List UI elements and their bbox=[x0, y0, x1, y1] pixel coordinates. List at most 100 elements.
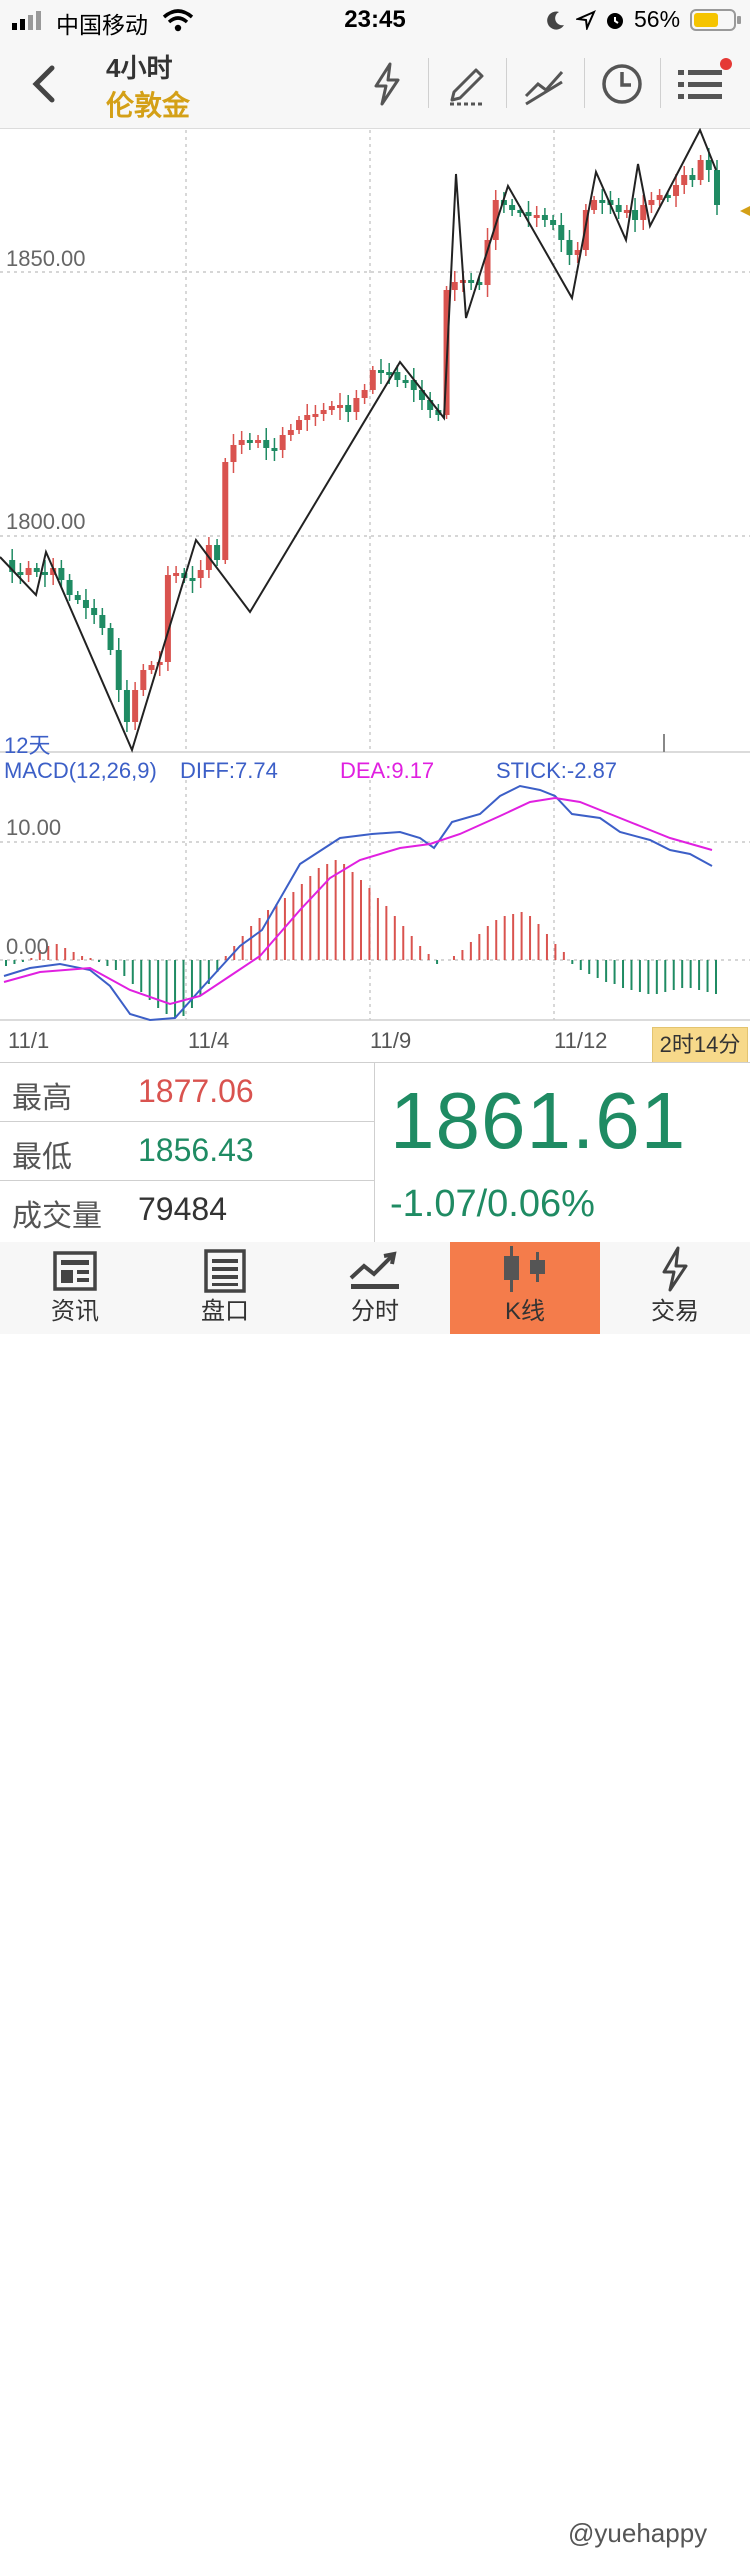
high-label: 最高 bbox=[12, 1082, 72, 1115]
current-price-marker bbox=[740, 206, 750, 216]
watermark: @yuehappy bbox=[568, 2518, 708, 2548]
macd-level-label: 0.00 bbox=[6, 934, 49, 959]
candle-body bbox=[337, 405, 344, 408]
candle-body bbox=[156, 662, 163, 665]
tab-label: K线 bbox=[504, 1298, 545, 1325]
moon-icon bbox=[547, 11, 564, 30]
candle-body bbox=[9, 560, 16, 572]
volume-label: 成交量 bbox=[12, 1200, 102, 1233]
candle-body bbox=[58, 568, 65, 580]
price-change: -1.07/0.06% bbox=[390, 1183, 595, 1225]
menu-icon[interactable] bbox=[674, 58, 734, 108]
date-label: 11/9 bbox=[370, 1028, 412, 1053]
quote-stats: 最高 1877.06 最低 1856.43 成交量 79484 bbox=[0, 1063, 375, 1243]
candle-body bbox=[66, 580, 73, 595]
back-icon[interactable] bbox=[28, 64, 58, 104]
tab-label: 盘口 bbox=[201, 1298, 249, 1325]
dea-line bbox=[3, 796, 713, 1006]
date-label: 11/4 bbox=[188, 1028, 230, 1053]
tab-timeshare[interactable]: 分时 bbox=[300, 1242, 450, 1334]
zigzag-line bbox=[0, 128, 717, 753]
tab-kline[interactable]: K线 bbox=[450, 1242, 600, 1334]
battery-icon bbox=[690, 9, 741, 31]
candle-body bbox=[377, 370, 384, 373]
candle-body bbox=[214, 545, 221, 560]
candle-body bbox=[50, 568, 57, 575]
candle-body bbox=[107, 628, 114, 650]
candle-body bbox=[25, 568, 32, 575]
candle-body bbox=[148, 665, 155, 670]
candle-body bbox=[230, 445, 237, 462]
candle-body bbox=[132, 690, 139, 722]
candle-body bbox=[287, 430, 294, 435]
candle-body bbox=[33, 568, 40, 572]
candle-body bbox=[541, 215, 548, 220]
tab-orderbook[interactable]: 盘口 bbox=[150, 1242, 300, 1334]
trade-icon bbox=[662, 1246, 688, 1292]
kline-chart[interactable] bbox=[0, 128, 750, 1062]
candle-body bbox=[74, 595, 81, 600]
candle-body bbox=[345, 405, 352, 412]
candle-body bbox=[697, 160, 704, 180]
candle-body bbox=[140, 670, 147, 690]
tab-news[interactable]: 资讯 bbox=[0, 1242, 150, 1334]
candle-body bbox=[189, 578, 196, 581]
candle-body bbox=[705, 160, 712, 170]
macd-diff: DIFF:7.74 bbox=[180, 758, 278, 783]
carrier-name: 中国移动 bbox=[56, 12, 148, 38]
alarm-icon bbox=[607, 13, 623, 29]
candle-body bbox=[263, 440, 270, 448]
candle-body bbox=[418, 390, 425, 400]
candle-body bbox=[550, 220, 557, 225]
candle-body bbox=[648, 200, 655, 205]
candle-body bbox=[99, 615, 106, 628]
flash-icon[interactable] bbox=[370, 62, 404, 106]
low-value: 1856.43 bbox=[138, 1132, 254, 1168]
candle-body bbox=[91, 608, 98, 615]
trend-tool-icon[interactable] bbox=[522, 62, 566, 106]
candle-body bbox=[656, 195, 663, 200]
draw-icon[interactable] bbox=[446, 62, 488, 106]
header-separator bbox=[506, 58, 507, 108]
tab-label: 资讯 bbox=[51, 1298, 99, 1325]
signal-icon bbox=[12, 11, 41, 30]
candle-body bbox=[296, 420, 303, 430]
timeshare-icon bbox=[349, 1251, 399, 1289]
tab-label: 分时 bbox=[351, 1298, 399, 1325]
candle-body bbox=[386, 372, 393, 375]
bottom-tab-bar: 资讯 盘口 分时 K线 交易 @yuehappy bbox=[0, 1242, 750, 2548]
candle-body bbox=[574, 250, 581, 255]
candle-body bbox=[689, 175, 696, 180]
candle-body bbox=[435, 410, 442, 415]
battery-percent: 56% bbox=[634, 6, 681, 32]
orderbook-icon bbox=[204, 1249, 246, 1293]
last-price: 1861.61 bbox=[390, 1076, 687, 1165]
candle-body bbox=[246, 440, 253, 443]
status-bar: 中国移动 23:45 56% bbox=[0, 0, 750, 40]
candle-body bbox=[664, 195, 671, 198]
candle-body bbox=[476, 282, 483, 285]
candle-body bbox=[566, 240, 573, 255]
candle-body bbox=[681, 175, 688, 185]
clock-time: 23:45 bbox=[344, 6, 406, 33]
candle-body bbox=[500, 200, 507, 205]
stat-row-low: 最低 1856.43 bbox=[0, 1122, 374, 1181]
candle-body bbox=[525, 212, 532, 216]
period-label[interactable]: 4小时 bbox=[106, 53, 173, 83]
header-separator bbox=[584, 58, 585, 108]
range-label: 12天 bbox=[4, 733, 51, 758]
countdown-badge: 2时14分 bbox=[652, 1027, 748, 1063]
high-value: 1877.06 bbox=[138, 1073, 254, 1109]
candle-body bbox=[623, 210, 630, 213]
price-level-label: 1850.00 bbox=[6, 246, 86, 271]
candle-body bbox=[304, 415, 311, 420]
candle-body bbox=[255, 440, 262, 443]
candle-body bbox=[402, 380, 409, 383]
candle-body bbox=[82, 600, 89, 608]
tab-trade[interactable]: 交易 bbox=[600, 1242, 750, 1334]
candle-body bbox=[632, 210, 639, 220]
candle-body bbox=[222, 462, 229, 560]
candle-body bbox=[615, 205, 622, 212]
candle-body bbox=[427, 400, 434, 410]
clock-icon[interactable] bbox=[600, 62, 644, 106]
